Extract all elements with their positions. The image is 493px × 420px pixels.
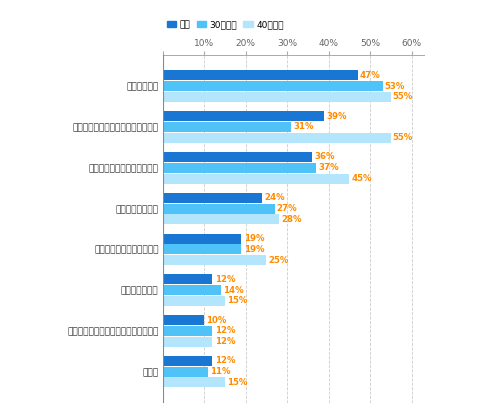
Text: 19%: 19%	[244, 234, 264, 243]
Text: 47%: 47%	[360, 71, 381, 80]
Text: 36%: 36%	[314, 152, 335, 161]
Bar	[163, 255, 266, 265]
Text: 12%: 12%	[214, 275, 235, 284]
Bar	[163, 133, 391, 143]
Bar	[163, 173, 350, 184]
Bar	[163, 204, 275, 213]
Text: 10%: 10%	[206, 315, 227, 325]
Bar	[163, 296, 225, 306]
Bar	[163, 111, 324, 121]
Bar	[163, 326, 212, 336]
Bar	[163, 244, 242, 254]
Bar	[163, 234, 242, 244]
FancyBboxPatch shape	[156, 63, 163, 71]
Legend: 全体, 30代以下, 40代以上: 全体, 30代以下, 40代以上	[167, 20, 283, 29]
Text: 11%: 11%	[211, 367, 231, 376]
Bar	[163, 193, 262, 203]
Text: 12%: 12%	[214, 326, 235, 335]
Bar	[163, 122, 291, 132]
Text: 24%: 24%	[264, 193, 285, 202]
Bar	[163, 285, 221, 295]
Text: 45%: 45%	[352, 174, 372, 183]
Text: 12%: 12%	[214, 356, 235, 365]
Bar	[163, 367, 209, 377]
Text: 14%: 14%	[223, 286, 244, 294]
Text: 28%: 28%	[281, 215, 301, 224]
Bar	[163, 163, 316, 173]
Bar	[163, 356, 212, 366]
Text: 27%: 27%	[277, 204, 297, 213]
Text: 55%: 55%	[393, 92, 413, 102]
Text: 55%: 55%	[393, 133, 413, 142]
Bar	[163, 274, 212, 284]
Bar	[163, 214, 279, 224]
Text: 15%: 15%	[227, 378, 247, 387]
Bar	[163, 152, 312, 162]
Bar	[163, 377, 225, 387]
Text: 31%: 31%	[293, 123, 314, 131]
Text: 37%: 37%	[318, 163, 339, 172]
Text: 12%: 12%	[214, 337, 235, 346]
Bar	[163, 71, 357, 81]
Bar	[163, 92, 391, 102]
Bar	[163, 315, 204, 325]
Bar	[163, 336, 212, 346]
Text: 15%: 15%	[227, 297, 247, 305]
Text: 19%: 19%	[244, 245, 264, 254]
Text: 39%: 39%	[326, 112, 347, 121]
Bar	[163, 81, 383, 91]
Text: 53%: 53%	[385, 82, 405, 91]
Text: 25%: 25%	[269, 255, 289, 265]
